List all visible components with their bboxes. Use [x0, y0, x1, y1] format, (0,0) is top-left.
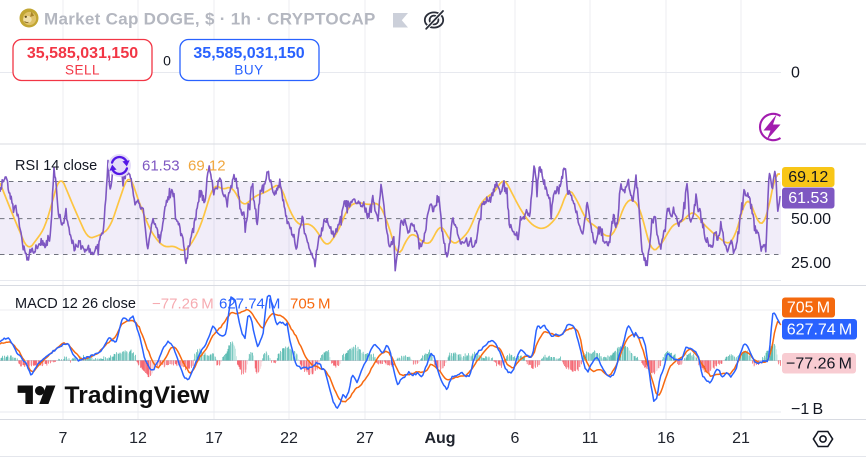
svg-text:69.12: 69.12 — [788, 169, 828, 186]
svg-text:27: 27 — [356, 430, 374, 447]
svg-text:−77.26 M: −77.26 M — [152, 296, 214, 313]
svg-text:0: 0 — [791, 65, 800, 82]
svg-text:Market Cap DOGE, $ · 1h · CRYP: Market Cap DOGE, $ · 1h · CRYPTOCAP — [44, 10, 376, 29]
svg-text:BUY: BUY — [234, 62, 263, 77]
svg-text:61.53: 61.53 — [142, 158, 180, 175]
svg-text:35,585,031,150: 35,585,031,150 — [27, 45, 138, 62]
svg-text:6: 6 — [511, 430, 520, 447]
svg-text:MACD 12 26 close: MACD 12 26 close — [15, 296, 136, 312]
svg-text:Aug: Aug — [424, 430, 455, 447]
svg-text:705 M: 705 M — [787, 300, 830, 317]
svg-text:RSI 14 close: RSI 14 close — [15, 158, 97, 174]
svg-text:16: 16 — [657, 430, 675, 447]
svg-text:SELL: SELL — [65, 62, 100, 77]
svg-text:61.53: 61.53 — [788, 190, 828, 207]
svg-text:11: 11 — [582, 430, 599, 447]
svg-text:7: 7 — [59, 430, 68, 447]
svg-text:−1 B: −1 B — [791, 401, 823, 418]
svg-text:12: 12 — [129, 430, 147, 447]
svg-text:69.12: 69.12 — [188, 158, 226, 175]
svg-text:21: 21 — [732, 430, 750, 447]
svg-text:TradingView: TradingView — [65, 382, 211, 409]
svg-text:25.00: 25.00 — [791, 255, 831, 272]
svg-text:22: 22 — [280, 430, 298, 447]
svg-text:0: 0 — [163, 53, 171, 69]
svg-text:50.00: 50.00 — [791, 211, 831, 228]
svg-text:627.74 M: 627.74 M — [787, 321, 852, 338]
svg-text:627.74 M: 627.74 M — [219, 296, 280, 313]
svg-text:17: 17 — [205, 430, 223, 447]
svg-text:−77.26 M: −77.26 M — [786, 355, 852, 372]
svg-text:35,585,031,150: 35,585,031,150 — [193, 45, 304, 62]
svg-text:705 M: 705 M — [290, 296, 331, 313]
